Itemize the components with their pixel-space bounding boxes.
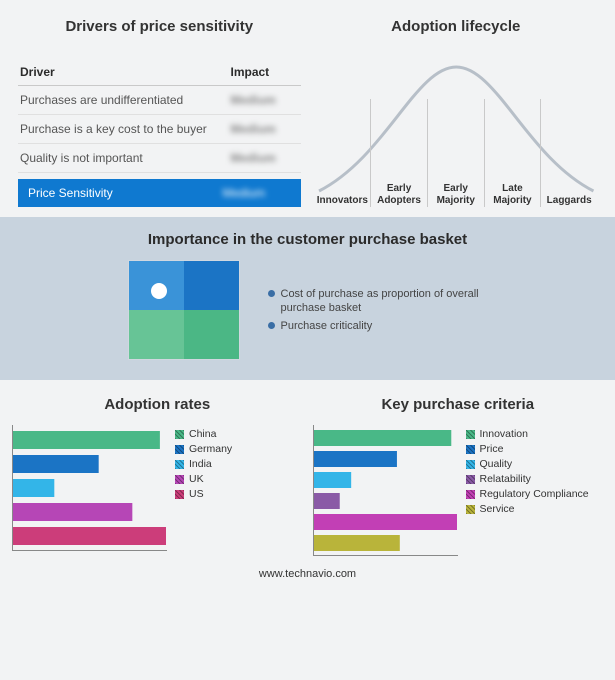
summary-label: Price Sensitivity [28, 186, 223, 200]
legend-label: Relatability [480, 473, 531, 485]
legend-label: Quality [480, 458, 513, 470]
drivers-panel: Drivers of price sensitivity Driver Impa… [18, 18, 301, 207]
adoption-rates-title: Adoption rates [12, 396, 303, 413]
swatch-icon [175, 460, 184, 469]
swatch-icon [175, 490, 184, 499]
legend-label: Regulatory Compliance [480, 488, 589, 500]
bar [314, 535, 400, 551]
bullet-icon [268, 322, 275, 329]
legend-item: Relatability [466, 473, 589, 485]
lifecycle-stage: Innovators [315, 99, 371, 207]
impact-cell: Medium [231, 122, 299, 136]
legend-item: Germany [175, 443, 232, 455]
bar [314, 451, 397, 467]
swatch-icon [466, 505, 475, 514]
legend-label: Price [480, 443, 504, 455]
legend-item: UK [175, 473, 232, 485]
summary-value: Medium [223, 186, 291, 200]
swatch-icon [175, 445, 184, 454]
legend-label: US [189, 488, 204, 500]
drivers-summary: Price Sensitivity Medium [18, 179, 301, 207]
purchase-criteria-panel: Key purchase criteria Innovation Price Qua… [313, 396, 604, 556]
importance-title: Importance in the customer purchase bask… [0, 231, 615, 248]
driver-cell: Purchase is a key cost to the buyer [20, 122, 231, 136]
top-row: Drivers of price sensitivity Driver Impa… [0, 0, 615, 217]
importance-content: Cost of purchase as proportion of overal… [0, 260, 615, 360]
legend-item: Innovation [466, 428, 589, 440]
importance-panel: Importance in the customer purchase bask… [0, 217, 615, 380]
legend-item: India [175, 458, 232, 470]
table-row: Quality is not importantMedium [18, 144, 301, 173]
legend-item: Quality [466, 458, 589, 470]
legend-item: China [175, 428, 232, 440]
impact-cell: Medium [231, 93, 299, 107]
driver-cell: Purchases are undifferentiated [20, 93, 231, 107]
swatch-icon [466, 490, 475, 499]
lifecycle-stage: Early Adopters [370, 99, 427, 207]
legend-item: Service [466, 503, 589, 515]
bar [13, 431, 160, 449]
driver-cell: Quality is not important [20, 151, 231, 165]
legend-label: Germany [189, 443, 232, 455]
lifecycle-title: Adoption lifecycle [315, 18, 598, 35]
purchase-criteria-title: Key purchase criteria [313, 396, 604, 413]
bullet-icon [268, 290, 275, 297]
table-row: Purchases are undifferentiatedMedium [18, 86, 301, 115]
impact-cell: Medium [231, 151, 299, 165]
table-row: Purchase is a key cost to the buyerMediu… [18, 115, 301, 144]
legend-label: India [189, 458, 212, 470]
legend-label: UK [189, 473, 204, 485]
purchase-criteria-chart [313, 425, 458, 556]
lifecycle-curve: InnovatorsEarly AdoptersEarly MajorityLa… [315, 47, 598, 207]
adoption-rates-panel: Adoption rates China Germany India UK US [12, 396, 303, 556]
footer-text: www.technavio.com [0, 568, 615, 580]
bar [314, 430, 451, 446]
purchase-criteria-legend: Innovation Price Quality Relatability Regula… [466, 425, 589, 518]
col-impact: Impact [231, 65, 299, 79]
legend-item: Purchase criticality [268, 319, 488, 333]
legend-label: Purchase criticality [281, 319, 373, 333]
bar [13, 479, 54, 497]
bar [13, 455, 99, 473]
drivers-table: Driver Impact Purchases are undifferenti… [18, 59, 301, 207]
swatch-icon [466, 475, 475, 484]
drivers-title: Drivers of price sensitivity [18, 18, 301, 35]
swatch-icon [175, 430, 184, 439]
legend-item: US [175, 488, 232, 500]
legend-item: Price [466, 443, 589, 455]
swatch-icon [466, 430, 475, 439]
swatch-icon [175, 475, 184, 484]
bar [13, 503, 132, 521]
bar [314, 472, 351, 488]
adoption-rates-legend: China Germany India UK US [175, 425, 232, 503]
adoption-rates-chart [12, 425, 167, 551]
swatch-icon [466, 445, 475, 454]
legend-item: Regulatory Compliance [466, 488, 589, 500]
legend-label: Service [480, 503, 515, 515]
col-driver: Driver [20, 65, 231, 79]
drivers-table-head: Driver Impact [18, 59, 301, 86]
lifecycle-stage: Early Majority [427, 99, 484, 207]
bar [314, 493, 340, 509]
lifecycle-stage: Late Majority [484, 99, 541, 207]
bar [314, 514, 457, 530]
lifecycle-stage: Laggards [540, 99, 597, 207]
importance-dot [151, 283, 167, 299]
legend-item: Cost of purchase as proportion of overal… [268, 287, 488, 316]
bottom-row: Adoption rates China Germany India UK US Key… [0, 380, 615, 560]
importance-legend: Cost of purchase as proportion of overal… [268, 283, 488, 338]
legend-label: China [189, 428, 216, 440]
lifecycle-panel: Adoption lifecycle InnovatorsEarly Adopt… [315, 18, 598, 207]
importance-quadrant [128, 260, 240, 360]
legend-label: Innovation [480, 428, 528, 440]
lifecycle-labels: InnovatorsEarly AdoptersEarly MajorityLa… [315, 99, 598, 207]
swatch-icon [466, 460, 475, 469]
legend-label: Cost of purchase as proportion of overal… [281, 287, 488, 316]
bar [13, 527, 166, 545]
